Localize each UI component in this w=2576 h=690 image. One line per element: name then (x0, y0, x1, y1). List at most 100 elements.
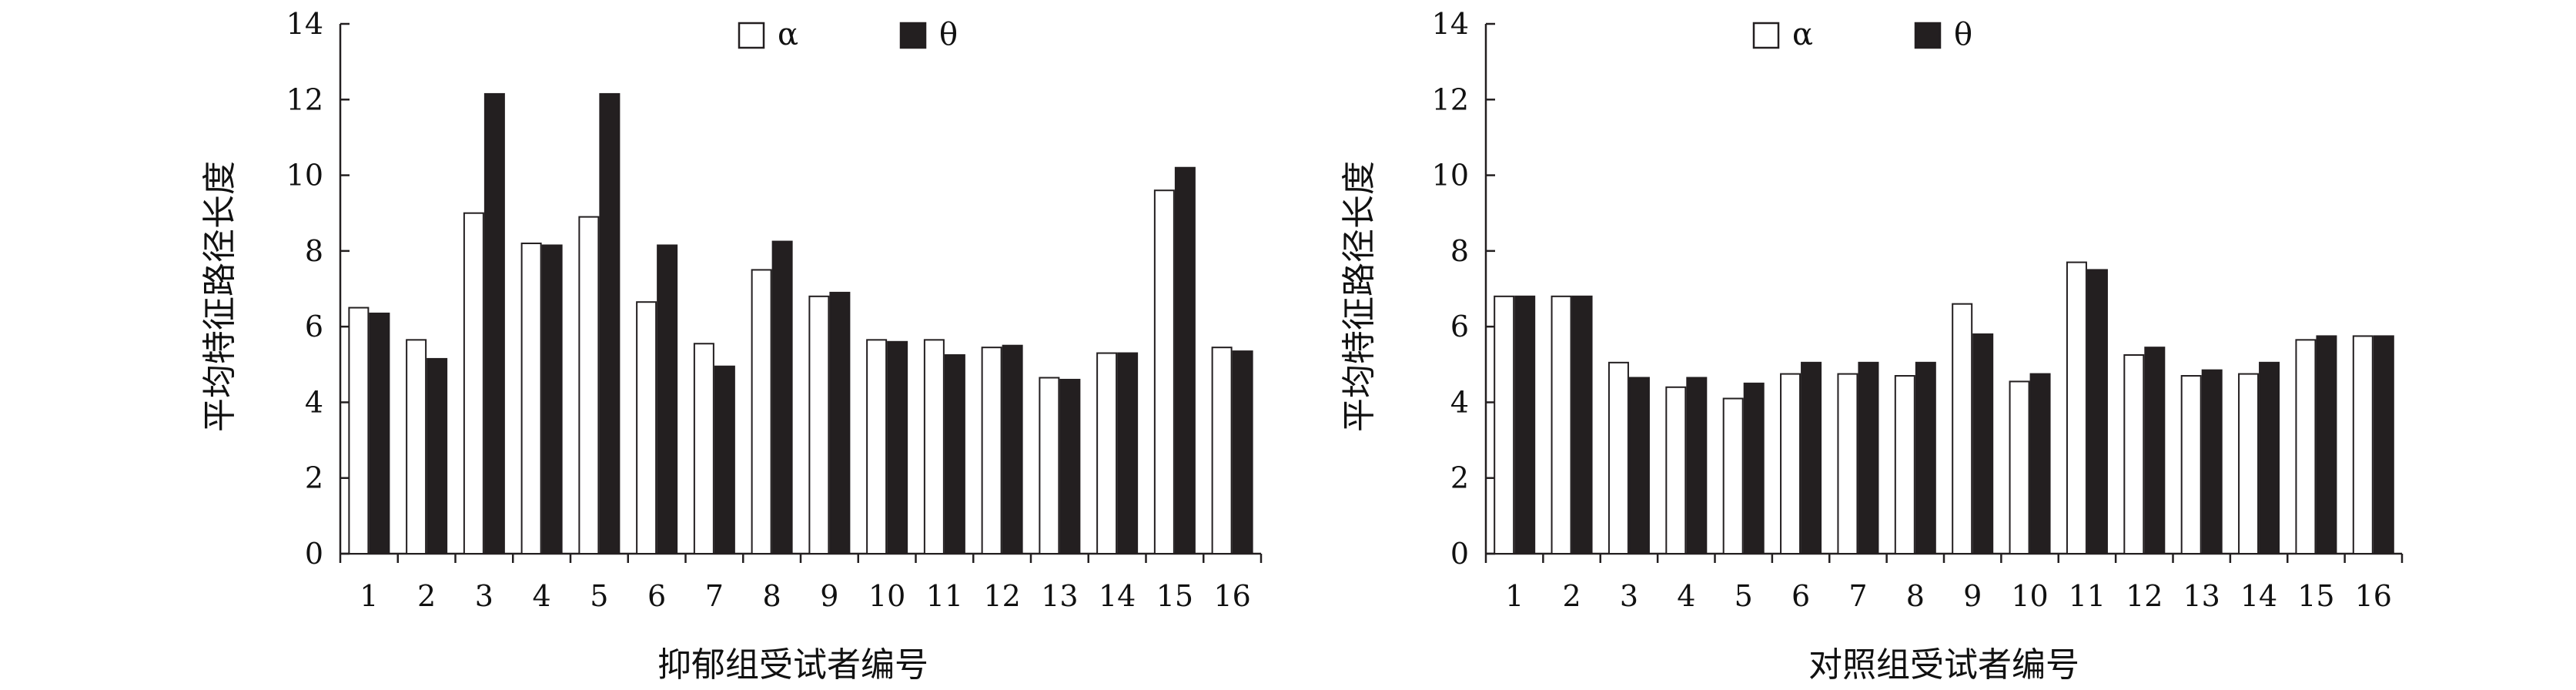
legend-label-alpha: α (1792, 17, 1813, 52)
y-tick-label: 0 (305, 537, 323, 571)
bar-theta (771, 240, 793, 554)
x-tick-label: 2 (1562, 579, 1581, 613)
bar-theta (944, 354, 965, 554)
y-tick-label: 4 (1450, 385, 1469, 419)
x-tick-label: 10 (2011, 579, 2048, 613)
bar-theta (2259, 361, 2280, 555)
bar-theta (829, 291, 851, 554)
bar-alpha (808, 295, 830, 554)
y-tick-label: 12 (286, 82, 323, 116)
x-tick-label: 8 (763, 579, 781, 613)
bar-theta (1174, 166, 1196, 554)
x-axis-title: 抑郁组受试者编号 (657, 645, 928, 685)
bar-alpha (693, 343, 714, 554)
bar-theta (1858, 361, 1879, 555)
bar-alpha (636, 301, 657, 554)
bar-alpha (463, 212, 484, 554)
x-tick-label: 12 (983, 579, 1020, 613)
x-tick-label: 5 (590, 579, 608, 613)
bar-alpha (1607, 361, 1629, 555)
x-tick-label: 16 (1213, 579, 1250, 613)
x-tick-label: 2 (417, 579, 436, 613)
bar-theta (1801, 361, 1822, 555)
y-axis-title: 平均特征路径长度 (200, 161, 239, 432)
x-tick-label: 12 (2126, 579, 2163, 613)
bar-alpha (1722, 397, 1744, 554)
y-tick-label: 10 (1432, 159, 1469, 193)
bar-alpha (751, 269, 772, 554)
x-tick-label: 14 (1099, 579, 1136, 613)
legend-label-alpha: α (778, 17, 798, 52)
x-tick-label: 3 (1620, 579, 1638, 613)
bar-alpha (2238, 373, 2260, 555)
x-tick-label: 15 (2297, 579, 2334, 613)
x-tick-label: 11 (2069, 579, 2106, 613)
bar-alpha (2123, 354, 2145, 554)
legend-label-theta: θ (1954, 17, 1972, 52)
bar-theta (2316, 335, 2337, 554)
bar-alpha (2066, 261, 2087, 554)
x-tick-label: 11 (926, 579, 963, 613)
bar-theta (1686, 377, 1708, 554)
bar-alpha (1665, 386, 1687, 554)
bar-theta (599, 92, 621, 554)
bar-alpha (1894, 375, 1915, 554)
legend-label-theta: θ (939, 17, 958, 52)
x-tick-label: 6 (1791, 579, 1810, 613)
y-tick-label: 2 (1450, 461, 1469, 495)
bar-alpha (406, 339, 427, 554)
bar-theta (1628, 377, 1650, 554)
bar-theta (1232, 350, 1253, 554)
bar-alpha (866, 339, 888, 554)
legend-swatch-theta (1914, 22, 1942, 49)
bar-alpha (1551, 295, 1572, 554)
bar-theta (427, 357, 448, 554)
x-tick-label: 1 (360, 579, 378, 613)
y-tick-label: 2 (305, 461, 323, 495)
y-axis-title: 平均特征路径长度 (1340, 161, 1379, 432)
bar-alpha (1837, 373, 1858, 555)
bar-theta (1514, 295, 1536, 554)
bar-alpha (923, 339, 945, 554)
bar-alpha (1211, 347, 1233, 554)
x-tick-label: 8 (1906, 579, 1925, 613)
bar-theta (2029, 373, 2051, 555)
y-tick-label: 10 (286, 159, 323, 193)
bar-alpha (1952, 303, 1973, 554)
y-tick-label: 6 (305, 310, 323, 343)
bar-alpha (2295, 339, 2317, 554)
bar-theta (714, 365, 735, 554)
x-tick-label: 5 (1735, 579, 1753, 613)
legend-swatch-alpha (738, 22, 765, 49)
x-axis-title: 对照组受试者编号 (1808, 645, 2079, 685)
bar-alpha (348, 306, 370, 554)
x-tick-label: 4 (1677, 579, 1695, 613)
bar-theta (1972, 333, 1994, 554)
bar-theta (887, 340, 908, 554)
bar-alpha (981, 347, 1002, 554)
x-tick-label: 13 (1041, 579, 1078, 613)
bar-theta (369, 312, 390, 554)
bar-alpha (578, 216, 600, 554)
y-tick-label: 12 (1432, 82, 1469, 116)
bar-alpha (1096, 352, 1118, 554)
bar-alpha (520, 243, 542, 554)
bar-theta (1915, 361, 1936, 555)
bar-theta (1002, 344, 1023, 554)
bar-theta (1571, 295, 1593, 554)
y-tick-label: 8 (1450, 234, 1469, 268)
y-tick-label: 0 (1450, 537, 1469, 571)
bar-alpha (1780, 373, 1802, 555)
x-tick-label: 1 (1505, 579, 1524, 613)
x-tick-label: 6 (647, 579, 666, 613)
x-tick-label: 3 (475, 579, 493, 613)
legend-swatch-theta (899, 22, 927, 49)
x-tick-label: 4 (533, 579, 551, 613)
x-tick-label: 15 (1156, 579, 1193, 613)
x-tick-label: 13 (2183, 579, 2220, 613)
bar-theta (2086, 269, 2108, 554)
bar-alpha (1153, 189, 1175, 554)
x-tick-label: 9 (820, 579, 838, 613)
